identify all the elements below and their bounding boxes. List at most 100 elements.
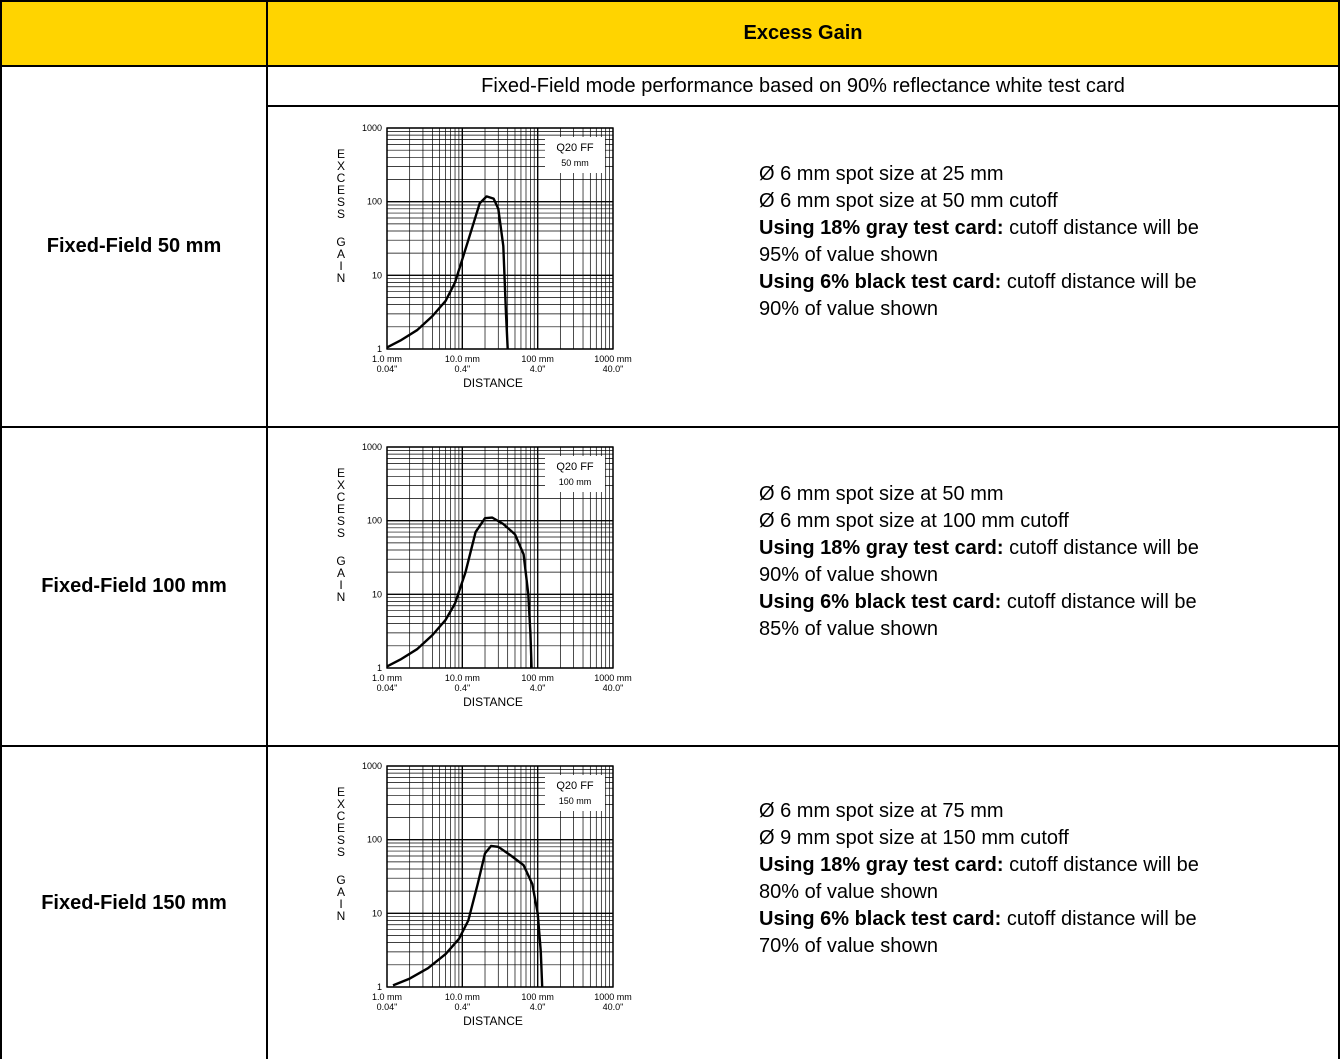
y-tick-label: 10 bbox=[372, 270, 382, 280]
legend-subtitle: 50 mm bbox=[561, 158, 589, 168]
y-axis-label-letter: C bbox=[337, 809, 346, 823]
x-tick-label-in: 0.4" bbox=[454, 1002, 470, 1012]
table-column-divider bbox=[266, 65, 268, 1059]
desc-text: cutoff distance will be bbox=[1003, 537, 1199, 559]
y-axis-label-letter: I bbox=[339, 578, 342, 592]
y-tick-label: 1000 bbox=[362, 123, 382, 133]
y-tick-label: 1 bbox=[377, 663, 382, 673]
y-axis-label-letter: N bbox=[337, 271, 346, 285]
x-tick-label-mm: 100 mm bbox=[521, 673, 554, 683]
y-axis-label-letter: I bbox=[339, 897, 342, 911]
row-description-50mm: Ø 6 mm spot size at 25 mm Ø 6 mm spot si… bbox=[759, 161, 1279, 323]
excess-gain-chart-150mm: Q20 FF 150 mm 1 10 100 1000 1.0 mm 10.0 mm 100 m… bbox=[336, 761, 631, 1028]
legend-subtitle: 150 mm bbox=[559, 796, 592, 806]
plot-frame bbox=[386, 127, 614, 350]
excess-gain-chart-50mm: Q20 FF 50 mm 1 10 100 1000 1.0 mm 10.0 mm 100 mm… bbox=[336, 123, 631, 390]
y-axis-label-letter: N bbox=[337, 909, 346, 923]
y-tick-label: 1 bbox=[377, 344, 382, 354]
x-tick-label-in: 0.4" bbox=[454, 364, 470, 374]
x-tick-label-in: 40.0" bbox=[603, 364, 624, 374]
y-axis-label-letter: C bbox=[337, 490, 346, 504]
y-axis-label-letter: X bbox=[337, 478, 345, 492]
desc-line: Using 6% black test card: cutoff distanc… bbox=[759, 269, 1279, 296]
desc-bold: Using 6% black test card: bbox=[759, 908, 1002, 930]
x-tick-label-mm: 10.0 mm bbox=[445, 992, 480, 1002]
y-axis-label-letter: N bbox=[337, 590, 346, 604]
desc-line: 80% of value shown bbox=[759, 881, 939, 903]
y-axis-label-letter: E bbox=[337, 821, 345, 835]
legend-subtitle: 100 mm bbox=[559, 477, 592, 487]
legend-box bbox=[545, 775, 605, 811]
legend-title: Q20 FF bbox=[556, 780, 594, 792]
desc-line: Using 6% black test card: cutoff distanc… bbox=[759, 906, 1279, 933]
y-axis-label-letter: C bbox=[337, 171, 346, 185]
y-axis-label-letter: S bbox=[337, 195, 345, 209]
y-tick-label: 100 bbox=[367, 835, 382, 845]
y-tick-label: 100 bbox=[367, 197, 382, 207]
y-axis-label-letter: E bbox=[337, 183, 345, 197]
y-axis-label-letter: S bbox=[337, 833, 345, 847]
x-tick-label-mm: 100 mm bbox=[521, 354, 554, 364]
desc-line: Ø 6 mm spot size at 50 mm cutoff bbox=[759, 190, 1058, 212]
subtitle-divider bbox=[266, 105, 1340, 107]
row-divider-1 bbox=[0, 426, 1340, 428]
y-axis-label-letter: A bbox=[337, 247, 345, 261]
x-tick-label-in: 4.0" bbox=[530, 683, 546, 693]
subtitle: Fixed-Field mode performance based on 90… bbox=[481, 74, 1125, 97]
y-axis-label-letter: E bbox=[337, 466, 345, 480]
x-axis-label: DISTANCE bbox=[463, 376, 523, 390]
x-tick-label-mm: 10.0 mm bbox=[445, 354, 480, 364]
desc-line: 90% of value shown bbox=[759, 298, 939, 320]
x-tick-label-mm: 10.0 mm bbox=[445, 673, 480, 683]
y-tick-label: 10 bbox=[372, 908, 382, 918]
desc-line: Using 18% gray test card: cutoff distanc… bbox=[759, 852, 1279, 879]
excess-gain-curve bbox=[386, 195, 509, 350]
desc-line: 70% of value shown bbox=[759, 935, 939, 957]
legend-title: Q20 FF bbox=[556, 142, 594, 154]
x-axis-label: DISTANCE bbox=[463, 1014, 523, 1028]
y-axis-label-letter: E bbox=[337, 785, 345, 799]
x-tick-label-in: 40.0" bbox=[603, 683, 624, 693]
y-tick-label: 1000 bbox=[362, 442, 382, 452]
row-description-100mm: Ø 6 mm spot size at 50 mm Ø 6 mm spot si… bbox=[759, 481, 1279, 643]
desc-text: cutoff distance will be bbox=[1003, 217, 1199, 239]
y-axis-label-letter: X bbox=[337, 159, 345, 173]
excess-gain-curve bbox=[386, 516, 533, 669]
x-tick-label-in: 0.4" bbox=[454, 683, 470, 693]
y-axis-label-letter: G bbox=[336, 873, 345, 887]
desc-text: cutoff distance will be bbox=[1001, 591, 1197, 613]
y-axis-label-letter: A bbox=[337, 885, 345, 899]
desc-line: Using 18% gray test card: cutoff distanc… bbox=[759, 215, 1279, 242]
desc-line: Using 18% gray test card: cutoff distanc… bbox=[759, 535, 1279, 562]
desc-bold: Using 18% gray test card: bbox=[759, 217, 1004, 239]
table-left-border bbox=[0, 65, 2, 1059]
x-axis-label: DISTANCE bbox=[463, 695, 523, 709]
desc-line: Ø 6 mm spot size at 50 mm bbox=[759, 483, 1004, 505]
x-tick-label-in: 0.04" bbox=[377, 1002, 398, 1012]
legend-box bbox=[545, 137, 605, 173]
y-axis-label-letter: G bbox=[336, 554, 345, 568]
x-tick-label-in: 4.0" bbox=[530, 364, 546, 374]
desc-bold: Using 18% gray test card: bbox=[759, 854, 1004, 876]
desc-line: Ø 9 mm spot size at 150 mm cutoff bbox=[759, 827, 1069, 849]
x-tick-label-mm: 1000 mm bbox=[594, 673, 632, 683]
y-axis-label-letter: I bbox=[339, 259, 342, 273]
desc-text: cutoff distance will be bbox=[1001, 908, 1197, 930]
legend-box bbox=[545, 456, 605, 492]
excess-gain-chart-100mm: Q20 FF 100 mm 1 10 100 1000 1.0 mm 10.0 mm 100 m… bbox=[336, 442, 632, 709]
plot-frame bbox=[386, 765, 614, 988]
header-label-cell bbox=[0, 0, 268, 67]
y-axis-label-letter: G bbox=[336, 235, 345, 249]
y-axis-label-letter: X bbox=[337, 797, 345, 811]
desc-text: cutoff distance will be bbox=[1001, 271, 1197, 293]
x-tick-label-mm: 1.0 mm bbox=[372, 354, 402, 364]
x-tick-label-in: 0.04" bbox=[377, 683, 398, 693]
row-label-100mm: Fixed-Field 100 mm bbox=[41, 575, 227, 597]
y-tick-label: 100 bbox=[367, 516, 382, 526]
header-title: Excess Gain bbox=[743, 22, 863, 44]
row-description-150mm: Ø 6 mm spot size at 75 mm Ø 9 mm spot si… bbox=[759, 798, 1279, 960]
x-tick-label-in: 4.0" bbox=[530, 1002, 546, 1012]
y-axis-label-letter: A bbox=[337, 566, 345, 580]
x-tick-label-in: 0.04" bbox=[377, 364, 398, 374]
